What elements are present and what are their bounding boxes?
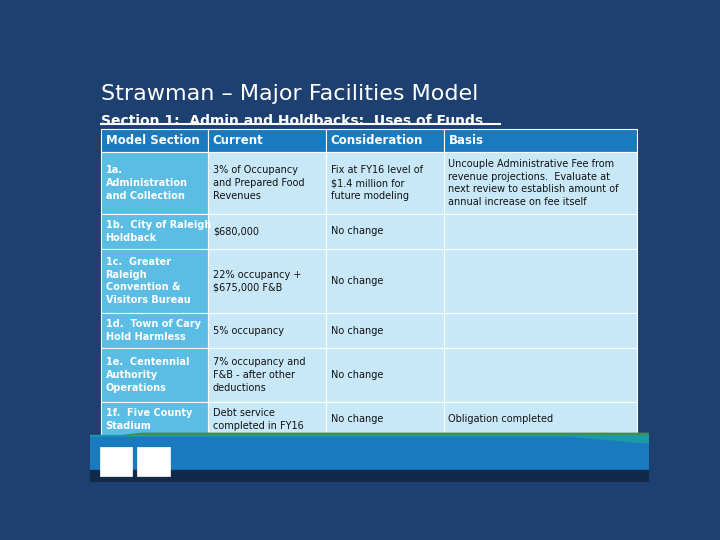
Text: Consideration: Consideration [330,134,423,147]
Text: 1e.  Centennial
Authority
Operations: 1e. Centennial Authority Operations [106,357,189,393]
FancyBboxPatch shape [326,152,444,214]
Text: 1f.  Five County
Stadium: 1f. Five County Stadium [106,408,192,431]
Text: No change: No change [330,415,383,424]
FancyBboxPatch shape [101,214,208,249]
FancyBboxPatch shape [444,402,637,437]
FancyBboxPatch shape [101,249,208,313]
Text: No change: No change [330,370,383,380]
Text: No change: No change [330,326,383,336]
FancyBboxPatch shape [208,214,326,249]
FancyBboxPatch shape [138,447,170,476]
Text: Model Section: Model Section [106,134,199,147]
Text: Obligation completed: Obligation completed [449,415,554,424]
FancyBboxPatch shape [101,152,208,214]
Text: 7% occupancy and
F&B - after other
deductions: 7% occupancy and F&B - after other deduc… [213,357,305,393]
Text: Uncouple Administrative Fee from
revenue projections.  Evaluate at
next review t: Uncouple Administrative Fee from revenue… [449,159,619,207]
Text: No change: No change [330,276,383,286]
FancyBboxPatch shape [444,348,637,402]
FancyBboxPatch shape [208,313,326,348]
FancyBboxPatch shape [208,402,326,437]
FancyBboxPatch shape [90,437,648,481]
FancyBboxPatch shape [101,129,208,152]
FancyBboxPatch shape [208,129,326,152]
FancyBboxPatch shape [444,129,637,152]
FancyBboxPatch shape [326,214,444,249]
Text: 1b.  City of Raleigh
Holdback: 1b. City of Raleigh Holdback [106,220,211,243]
FancyBboxPatch shape [101,313,208,348]
FancyBboxPatch shape [208,152,326,214]
Text: Current: Current [213,134,264,147]
Text: 1c.  Greater
Raleigh
Convention &
Visitors Bureau: 1c. Greater Raleigh Convention & Visitor… [106,257,190,305]
FancyBboxPatch shape [444,249,637,313]
Text: Strawman – Major Facilities Model: Strawman – Major Facilities Model [101,84,479,104]
Text: Basis: Basis [449,134,483,147]
FancyBboxPatch shape [101,348,208,402]
FancyBboxPatch shape [444,152,637,214]
FancyBboxPatch shape [208,249,326,313]
FancyBboxPatch shape [326,348,444,402]
Text: 1d.  Town of Cary
Hold Harmless: 1d. Town of Cary Hold Harmless [106,319,201,342]
Text: 22% occupancy +
$675,000 F&B: 22% occupancy + $675,000 F&B [213,269,301,293]
Text: $680,000: $680,000 [213,226,258,237]
Text: Debt service
completed in FY16: Debt service completed in FY16 [213,408,304,431]
Text: Section 1:  Admin and Holdbacks:  Uses of Funds: Section 1: Admin and Holdbacks: Uses of … [101,114,483,128]
FancyBboxPatch shape [326,129,444,152]
FancyBboxPatch shape [100,447,132,476]
FancyBboxPatch shape [326,313,444,348]
FancyBboxPatch shape [101,402,208,437]
Text: 1a.
Administration
and Collection: 1a. Administration and Collection [106,165,188,201]
FancyBboxPatch shape [326,402,444,437]
FancyBboxPatch shape [326,249,444,313]
Text: 5% occupancy: 5% occupancy [213,326,284,336]
Text: No change: No change [330,226,383,237]
Text: Fix at FY16 level of
$1.4 million for
future modeling: Fix at FY16 level of $1.4 million for fu… [330,165,423,201]
FancyBboxPatch shape [444,214,637,249]
FancyBboxPatch shape [444,313,637,348]
FancyBboxPatch shape [208,348,326,402]
Text: 3% of Occupancy
and Prepared Food
Revenues: 3% of Occupancy and Prepared Food Revenu… [213,165,305,201]
